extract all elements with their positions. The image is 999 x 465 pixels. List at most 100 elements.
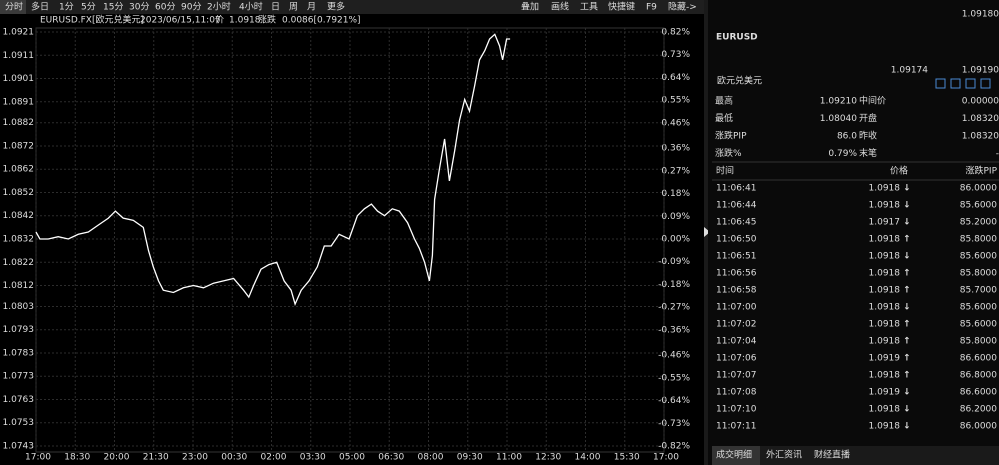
stat-value: 1.08320 <box>962 114 999 124</box>
stat-value: 1.09210 <box>820 97 857 107</box>
y-tick-label: 1.0882 <box>3 118 35 128</box>
trade-arrow: ↓ <box>903 388 911 398</box>
toolbar-button[interactable]: 周 <box>289 2 298 13</box>
toolbar-button[interactable]: 画线 <box>551 1 569 13</box>
trade-time: 11:07:04 <box>716 337 757 347</box>
y-tick-label: 1.0783 <box>3 348 35 358</box>
toolbar-button[interactable]: 月 <box>307 2 316 13</box>
y-tick-label: 1.0832 <box>3 235 35 245</box>
trade-pip: 85.8000 <box>960 269 997 279</box>
y2-tick-label: -0.73% <box>658 419 690 429</box>
y2-tick-label: 0.64% <box>661 73 690 83</box>
trade-time: 11:06:44 <box>716 201 757 211</box>
trade-time: 11:07:06 <box>716 354 757 364</box>
x-tick-label: 06:30 <box>378 453 404 463</box>
collapse-arrow[interactable] <box>704 227 710 237</box>
toolbar-button[interactable]: 5分 <box>81 2 96 13</box>
trade-pip: 85.6000 <box>960 303 997 313</box>
tool-icon[interactable] <box>935 78 946 89</box>
x-tick-label: 20:00 <box>104 453 130 463</box>
x-tick-label: 12:30 <box>535 453 561 463</box>
trade-price: 1.0918 <box>869 320 901 330</box>
trade-pip: 86.6000 <box>960 388 997 398</box>
toolbar-button[interactable]: 隐藏-> <box>668 1 697 13</box>
trade-arrow: ↓ <box>903 184 911 194</box>
y-tick-label: 1.0901 <box>3 74 35 84</box>
panel-tab[interactable]: 成交明细 <box>716 449 752 461</box>
trade-time: 11:06:50 <box>716 235 757 245</box>
x-tick-label: 17:00 <box>653 453 679 463</box>
y2-tick-label: -0.27% <box>658 303 690 313</box>
y2-tick-label: 0.09% <box>661 212 690 222</box>
toolbar-button[interactable]: 多日 <box>31 1 49 13</box>
y2-tick-label: 0.46% <box>661 118 690 128</box>
toolbar-button[interactable]: 90分 <box>181 2 201 13</box>
y2-tick-label: 0.36% <box>661 144 690 154</box>
trade-price: 1.0918 <box>869 184 901 194</box>
bid: 1.09174 <box>891 66 928 76</box>
trade-price: 1.0918 <box>869 337 901 347</box>
panel-tab[interactable]: 财经直播 <box>814 449 850 461</box>
stat-label: 末笔 <box>859 147 877 159</box>
trade-pip: 85.7000 <box>960 286 997 296</box>
change-label: 涨跌 <box>258 15 276 26</box>
toolbar-button[interactable]: 快捷键 <box>608 1 635 13</box>
tool-icon[interactable] <box>950 78 961 89</box>
x-tick-label: 15:30 <box>614 453 640 463</box>
trade-pip: 86.0000 <box>960 422 997 432</box>
trade-pip: 86.6000 <box>960 354 997 364</box>
stat-value: 0.79% <box>828 149 857 159</box>
x-tick-label: 00:30 <box>221 453 247 463</box>
y-tick-label: 1.0812 <box>3 281 35 291</box>
trade-time: 11:07:00 <box>716 303 757 313</box>
price-line <box>35 33 511 307</box>
tool-icon[interactable] <box>980 78 991 89</box>
toolbar-button[interactable]: 分时 <box>5 1 23 13</box>
chart-datetime: 2023/06/15,11:07 <box>140 16 221 26</box>
price-label: 价 <box>215 15 224 26</box>
tool-icon[interactable] <box>965 78 976 89</box>
trade-arrow: ↓ <box>903 303 911 313</box>
trade-price: 1.0917 <box>869 218 901 228</box>
stat-label: 最高 <box>715 95 733 107</box>
y2-tick-label: -0.46% <box>658 351 690 361</box>
y-tick-label: 1.0852 <box>3 188 35 198</box>
toolbar-button[interactable]: 1分 <box>59 2 74 13</box>
toolbar-button[interactable]: 4小时 <box>239 1 263 13</box>
x-tick-label: 09:30 <box>457 453 483 463</box>
y-tick-label: 1.0753 <box>3 418 35 428</box>
trade-arrow: ↓ <box>903 218 911 228</box>
toolbar-button[interactable]: F9 <box>646 3 657 13</box>
change-value: 0.0086[0.7921%] <box>282 16 361 26</box>
y-tick-label: 1.0911 <box>3 51 35 61</box>
stat-value: 0.00000 <box>962 97 999 107</box>
toolbar-button[interactable]: 工具 <box>580 2 598 13</box>
trade-arrow: ↓ <box>903 252 911 262</box>
trade-arrow: ↑ <box>903 235 911 245</box>
toolbar-button[interactable]: 2小时 <box>207 1 231 13</box>
trade-time: 11:07:07 <box>716 371 756 381</box>
y2-tick-label: 0.82% <box>661 28 690 38</box>
trade-time: 11:07:08 <box>716 388 757 398</box>
trade-price: 1.0919 <box>869 354 901 364</box>
x-tick-label: 08:00 <box>418 453 444 463</box>
toolbar-button[interactable]: 日 <box>271 2 280 13</box>
trade-pip: 85.6000 <box>960 320 997 330</box>
toolbar-button[interactable]: 60分 <box>155 2 175 13</box>
y2-tick-label: 0.55% <box>661 96 690 106</box>
trade-price: 1.0918 <box>869 201 901 211</box>
toolbar-button[interactable]: 30分 <box>129 2 149 13</box>
y2-tick-label: 0.18% <box>661 189 690 199</box>
toolbar-button[interactable]: 叠加 <box>521 2 539 13</box>
tab-bar <box>712 446 999 465</box>
panel-tab[interactable]: 外汇资讯 <box>766 449 802 461</box>
trade-arrow: ↑ <box>903 371 911 381</box>
toolbar-button[interactable]: 更多 <box>327 1 345 13</box>
stat-label: 昨收 <box>859 130 877 142</box>
trade-arrow: ↑ <box>903 286 911 296</box>
toolbar-button[interactable]: 15分 <box>103 2 123 13</box>
trade-price: 1.0918 <box>869 235 901 245</box>
trade-time: 11:06:56 <box>716 269 757 279</box>
trade-time: 11:07:02 <box>716 320 756 330</box>
